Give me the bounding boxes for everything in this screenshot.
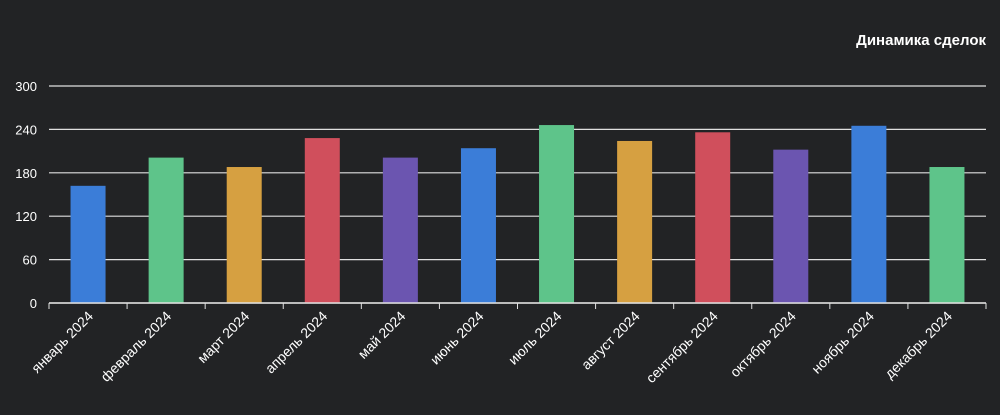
x-tick-label: август 2024 — [578, 308, 643, 373]
x-tick-label: октябрь 2024 — [727, 308, 799, 380]
x-tick-label: январь 2024 — [28, 308, 96, 376]
x-tick-label: сентябрь 2024 — [643, 308, 721, 386]
y-tick-label: 240 — [15, 122, 37, 137]
y-tick-label: 300 — [15, 79, 37, 94]
bar[interactable] — [539, 125, 575, 303]
bar[interactable] — [148, 157, 184, 303]
bar[interactable] — [304, 138, 340, 303]
x-tick-label: июнь 2024 — [427, 308, 487, 368]
bar[interactable] — [695, 132, 731, 303]
bar[interactable] — [382, 157, 418, 303]
x-tick-label: февраль 2024 — [97, 308, 174, 385]
y-tick-label: 180 — [15, 166, 37, 181]
bar[interactable] — [773, 149, 809, 303]
x-tick-label: апрель 2024 — [262, 308, 331, 377]
x-tick-label: декабрь 2024 — [881, 308, 955, 382]
bar[interactable] — [851, 125, 887, 304]
bar[interactable] — [617, 140, 653, 303]
y-tick-label: 0 — [30, 296, 37, 311]
y-tick-label: 60 — [23, 253, 37, 268]
y-tick-label: 120 — [15, 209, 37, 224]
x-tick-label: май 2024 — [355, 308, 409, 362]
bar[interactable] — [460, 148, 496, 303]
bar[interactable] — [70, 185, 106, 303]
bar[interactable] — [226, 167, 262, 303]
chart-title: Динамика сделок — [856, 32, 986, 49]
x-tick-label: ноябрь 2024 — [808, 308, 877, 377]
bar[interactable] — [929, 167, 965, 303]
x-tick-label: март 2024 — [194, 308, 252, 366]
x-tick-label: июль 2024 — [505, 308, 565, 368]
